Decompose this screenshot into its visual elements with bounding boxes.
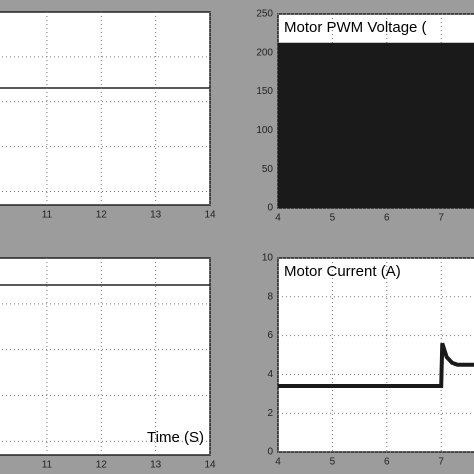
y-tick-label: 150 bbox=[256, 86, 273, 97]
x-tick-label: 13 bbox=[150, 460, 162, 471]
y-tick-label: 250 bbox=[256, 9, 273, 20]
y-tick-label: 10 bbox=[262, 253, 274, 264]
y-tick-label: 2 bbox=[267, 408, 273, 419]
x-tick-label: 4 bbox=[275, 213, 281, 224]
x-tick-label: 12 bbox=[96, 210, 108, 221]
x-tick-label: 14 bbox=[204, 210, 216, 221]
y-tick-label: 0 bbox=[267, 447, 273, 458]
line bbox=[278, 342, 474, 389]
y-tick-label: 6 bbox=[267, 330, 273, 341]
panel-title: Motor PWM Voltage ( bbox=[284, 19, 427, 36]
plot-area bbox=[0, 11, 211, 206]
x-tick-label: 7 bbox=[438, 213, 444, 224]
y-tick-label: 50 bbox=[262, 164, 274, 175]
y-tick-label: 8 bbox=[267, 291, 273, 302]
x-tick-label: 5 bbox=[330, 213, 336, 224]
x-tick-label: 11 bbox=[42, 210, 53, 221]
x-tick-label: 13 bbox=[150, 210, 162, 221]
x-tick-label: 6 bbox=[384, 213, 390, 224]
x-tick-label: 11 bbox=[42, 460, 53, 471]
x-tick-label: 6 bbox=[384, 457, 390, 468]
panel-title: Motor Current (A) bbox=[284, 263, 401, 280]
y-tick-label: 0 bbox=[267, 203, 273, 214]
plot-area bbox=[0, 257, 211, 456]
area bbox=[278, 42, 474, 208]
x-axis-label: Time (S) bbox=[147, 429, 204, 446]
x-tick-label: 5 bbox=[330, 457, 336, 468]
y-tick-label: 200 bbox=[256, 47, 273, 58]
x-tick-label: 4 bbox=[275, 457, 281, 468]
x-tick-label: 14 bbox=[204, 460, 216, 471]
y-tick-label: 100 bbox=[256, 125, 273, 136]
x-tick-label: 12 bbox=[96, 460, 108, 471]
x-tick-label: 7 bbox=[438, 457, 444, 468]
y-tick-label: 4 bbox=[267, 369, 273, 380]
